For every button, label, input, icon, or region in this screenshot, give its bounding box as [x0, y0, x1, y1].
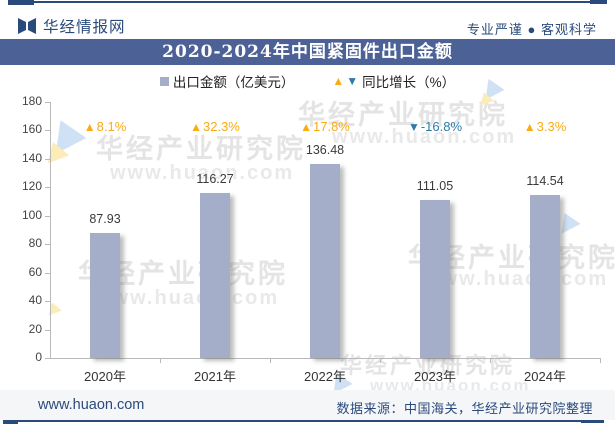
y-axis-tick-label: 60: [28, 265, 42, 279]
y-axis-tick-label: 100: [21, 208, 42, 222]
y-axis-tick: [45, 330, 50, 331]
y-axis-tick-label: 40: [28, 293, 42, 307]
bar-value-label: 111.05: [416, 179, 454, 193]
top-accent-cap-left: [8, 0, 34, 5]
legend-growth-label: 同比增长（%）: [362, 75, 456, 90]
x-axis-tick: [600, 358, 601, 363]
down-triangle-icon: ▼: [407, 120, 420, 134]
bar-value-label: 116.27: [196, 172, 234, 186]
growth-value: 32.3%: [203, 119, 240, 134]
watermark-text: 华经产业研究院: [298, 100, 508, 130]
bar: [310, 164, 340, 358]
x-axis-tick: [490, 358, 491, 363]
bar: [420, 200, 450, 358]
footer: www.huaon.com 数据来源：中国海关，华经产业研究院整理: [0, 390, 615, 420]
top-accent-cap-right: [590, 0, 607, 4]
top-accent-line: [10, 1, 607, 3]
up-triangle-icon: ▲: [190, 120, 202, 134]
growth-label: ▲17.8%: [270, 119, 380, 134]
growth-value: -16.8%: [420, 119, 463, 134]
y-axis-tick-label: 160: [21, 122, 42, 136]
header: 华经情报网 专业严谨 ● 客观科学: [0, 4, 615, 38]
x-axis-tick: [160, 358, 161, 363]
growth-label: ▲3.3%: [490, 119, 600, 134]
growth-label: ▼-16.8%: [380, 119, 490, 134]
x-axis-label: 2024年: [524, 369, 566, 384]
up-triangle-icon: ▲: [523, 120, 536, 134]
watermark-url: www.huaon.com: [110, 162, 295, 184]
bottom-accent-cap-right: [581, 418, 604, 423]
watermark-url: www.huaon.com: [332, 126, 517, 148]
x-axis-tick: [270, 358, 271, 363]
y-axis-tick: [45, 130, 50, 131]
x-axis-label: 2022年: [304, 369, 346, 384]
x-axis-label: 2020年: [84, 369, 126, 384]
growth-label: ▲32.3%: [160, 119, 270, 134]
y-axis-tick: [45, 244, 50, 245]
bar: [530, 195, 560, 358]
y-axis-tick: [45, 301, 50, 302]
watermark-logo-icon: [558, 212, 585, 245]
brand: 华经情报网: [17, 15, 126, 37]
x-axis-line: [50, 358, 601, 359]
bar-value-label: 136.48: [305, 143, 345, 157]
y-axis-tick: [45, 273, 50, 274]
legend-item-export-amount: 出口金额（亿美元）: [159, 71, 295, 91]
bar-value-label: 87.93: [89, 212, 121, 226]
bottom-accent-line: [7, 420, 604, 422]
y-axis-tick-label: 80: [28, 236, 42, 250]
huaon-logo-icon: [17, 16, 37, 36]
watermark-logo-icon: [48, 290, 77, 321]
legend-bar-label: 出口金额（亿美元）: [172, 75, 295, 90]
y-axis-tick: [45, 187, 50, 188]
bar: [200, 193, 230, 358]
y-axis-tick-label: 20: [28, 322, 42, 336]
y-axis-tick-label: 140: [21, 151, 42, 165]
y-axis-tick: [45, 216, 50, 217]
y-axis-tick-label: 0: [35, 350, 42, 364]
watermark-url: www.huaon.com: [95, 287, 280, 309]
bar-value-label: 114.54: [526, 174, 564, 188]
bottom-accent-cap-left: [3, 419, 18, 424]
legend: 出口金额（亿美元） ▲ ▼ 同比增长（%）: [0, 71, 615, 91]
x-axis-label: 2021年: [194, 369, 236, 384]
y-axis-tick-label: 180: [21, 94, 42, 108]
bar: [90, 233, 120, 358]
legend-item-growth: ▲ ▼ 同比增长（%）: [332, 71, 455, 91]
up-triangle-icon: ▲: [332, 74, 345, 88]
header-slogan: 专业严谨 ● 客观科学: [466, 22, 597, 37]
y-axis-tick-label: 120: [21, 179, 42, 193]
down-triangle-icon: ▼: [346, 74, 359, 88]
up-triangle-icon: ▲: [300, 120, 312, 134]
brand-name: 华经情报网: [43, 19, 126, 36]
growth-label: ▲8.1%: [50, 119, 160, 134]
y-axis-tick: [45, 102, 50, 103]
watermark-url: www.huaon.com: [424, 268, 609, 290]
y-axis-tick: [45, 358, 50, 359]
chart-title: 2020-2024年中国紧固件出口金额: [0, 39, 615, 65]
x-axis-label: 2023年: [414, 369, 456, 384]
growth-value: 3.3%: [536, 119, 567, 134]
watermark-text: 华经产业研究院: [96, 134, 306, 164]
y-axis-tick: [45, 159, 50, 160]
footer-data-source: 数据来源：中国海关，华经产业研究院整理: [336, 401, 593, 416]
y-axis-line: [50, 102, 51, 358]
up-triangle-icon: ▲: [83, 120, 96, 134]
growth-value: 17.8%: [313, 119, 350, 134]
x-axis-tick: [380, 358, 381, 363]
footer-site-url: www.huaon.com: [38, 397, 145, 413]
growth-value: 8.1%: [96, 119, 127, 134]
bar-legend-swatch-icon: [159, 76, 169, 86]
